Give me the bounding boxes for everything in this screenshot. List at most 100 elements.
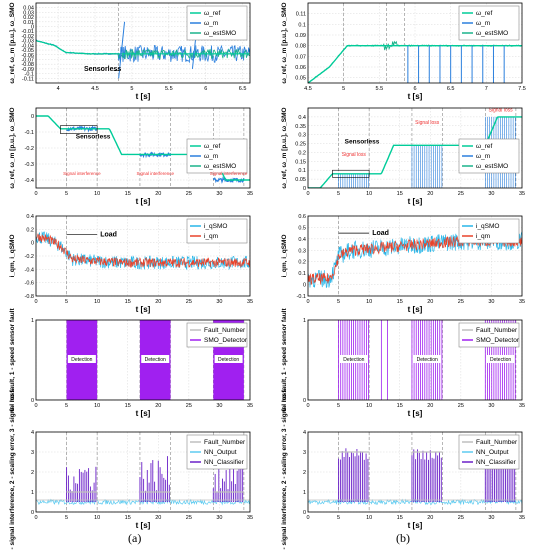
plot-frame bbox=[307, 215, 523, 297]
x-tick-label: 10 bbox=[366, 191, 372, 197]
y-tick-label: 0.5 bbox=[298, 225, 306, 231]
y-tick-label: -0.8 bbox=[25, 294, 34, 300]
y-tick-label: 0.15 bbox=[295, 159, 306, 165]
y-axis-label: 1 - signal interference, 2 - scaling err… bbox=[281, 389, 288, 550]
legend-label: ω_estSMO bbox=[476, 163, 508, 170]
legend-label: ω_m bbox=[204, 20, 218, 27]
x-tick-label: 5 bbox=[65, 515, 68, 521]
plot-frame bbox=[307, 107, 523, 189]
y-tick-label: 0.06 bbox=[295, 65, 306, 71]
y-tick-label: 2 bbox=[303, 470, 306, 476]
x-tick-label: 20 bbox=[427, 515, 433, 521]
y-tick-label: 0.2 bbox=[298, 260, 306, 266]
legend-label: SMO_Detector bbox=[476, 337, 520, 344]
x-tick-label: 35 bbox=[247, 515, 253, 521]
y-axis-label: 0 - no fault, 1 - speed sensor fault bbox=[281, 308, 288, 412]
x-tick-label: 10 bbox=[94, 191, 100, 197]
y-tick-label: 0 bbox=[303, 398, 306, 404]
y-tick-label: -0.2 bbox=[25, 146, 34, 152]
y-tick-label: 0 bbox=[31, 25, 34, 31]
y-tick-label: -0.03 bbox=[21, 39, 34, 45]
x-tick-label: 10 bbox=[94, 403, 100, 409]
x-tick-label: 10 bbox=[94, 299, 100, 305]
x-tick-label: 30 bbox=[216, 403, 222, 409]
annotation-detection: Detection bbox=[71, 357, 92, 363]
y-tick-label: 0.2 bbox=[298, 150, 306, 156]
panel-label-b: (b) bbox=[396, 531, 410, 545]
legend-box bbox=[458, 322, 520, 348]
x-tick-label: 5 bbox=[65, 191, 68, 197]
legend-label: ω_m bbox=[204, 153, 218, 160]
y-tick-label: 0.4 bbox=[298, 237, 306, 243]
y-tick-label: 0.07 bbox=[295, 54, 306, 60]
legend-label: ω_ref bbox=[476, 10, 492, 17]
annotation-bg bbox=[141, 355, 170, 363]
y-axis-label: 0 - no fault, 1 - speed sensor fault bbox=[9, 308, 16, 412]
x-tick-label: 10 bbox=[366, 299, 372, 305]
x-tick-label: 5 bbox=[342, 86, 345, 92]
x-tick-label: 25 bbox=[458, 299, 464, 305]
annotation-sensorless: Sensorless bbox=[84, 66, 121, 73]
y-tick-label: 0.01 bbox=[23, 20, 34, 26]
y-tick-label: -0.4 bbox=[25, 178, 34, 184]
y-tick-label: 0 bbox=[31, 241, 34, 247]
annotation-detection: Detection bbox=[417, 357, 438, 363]
x-tick-label: 30 bbox=[216, 299, 222, 305]
x-tick-label: 5 bbox=[130, 86, 133, 92]
y-tick-label: 0.2 bbox=[26, 227, 34, 233]
chart-a2: 0 5 10 15 20 25 30 35 0 -0.1 -0.2 -0.3 -0.4 t [s] ω_re… bbox=[9, 107, 253, 206]
x-axis-label: t [s] bbox=[408, 92, 423, 101]
disturbance-spike bbox=[118, 21, 126, 79]
x-tick-label: 10 bbox=[366, 403, 372, 409]
legend-label: Fault_Number bbox=[204, 439, 246, 446]
x-tick-label: 4.5 bbox=[91, 86, 99, 92]
x-tick-label: 20 bbox=[155, 191, 161, 197]
x-tick-label: 25 bbox=[458, 515, 464, 521]
annotation-detection: Detection bbox=[490, 357, 511, 363]
annotation-interference: Signal interference bbox=[136, 171, 174, 176]
y-tick-label: -0.1 bbox=[25, 72, 34, 78]
y-tick-label: -0.09 bbox=[21, 67, 34, 73]
x-tick-label: 35 bbox=[519, 515, 525, 521]
x-tick-label: 15 bbox=[397, 403, 403, 409]
x-tick-label: 0 bbox=[306, 191, 309, 197]
x-tick-label: 0 bbox=[34, 299, 37, 305]
x-tick-label: 5 bbox=[337, 403, 340, 409]
y-tick-label: 0.05 bbox=[295, 76, 306, 82]
x-tick-label: 35 bbox=[519, 191, 525, 197]
plot-frame bbox=[307, 2, 523, 84]
y-tick-label: 0 bbox=[303, 283, 306, 289]
x-tick-label: 5 bbox=[337, 299, 340, 305]
x-tick-label: 0 bbox=[306, 515, 309, 521]
annotation-bg bbox=[486, 355, 515, 363]
series-iq-m bbox=[36, 233, 250, 269]
y-axis-label: ω_ref, ω_m [p.u.], ω_SMO bbox=[9, 107, 16, 188]
legend-label: Fault_Number bbox=[204, 327, 246, 334]
y-tick-label: 0.1 bbox=[298, 22, 306, 28]
x-tick-label: 6.5 bbox=[239, 86, 247, 92]
x-tick-label: 35 bbox=[247, 191, 253, 197]
x-tick-label: 0 bbox=[306, 299, 309, 305]
y-tick-label: -0.4 bbox=[25, 267, 34, 273]
plot-frame bbox=[35, 107, 251, 189]
legend-label: Fault_Number bbox=[476, 327, 518, 334]
y-tick-label: 0.04 bbox=[23, 6, 34, 12]
annotation-load: Load bbox=[100, 232, 117, 239]
legend-box bbox=[458, 218, 520, 244]
legend-label: ω_ref bbox=[476, 143, 492, 150]
x-tick-label: 30 bbox=[488, 299, 494, 305]
y-axis-label: i_qm, i_qSMO bbox=[9, 235, 16, 278]
annotation-interference: Signal interference bbox=[210, 171, 248, 176]
annotation-signal-loss: Signal loss bbox=[415, 120, 440, 126]
x-tick-label: 10 bbox=[94, 515, 100, 521]
annotation-detection: Detection bbox=[343, 357, 364, 363]
legend-label: i_qm bbox=[476, 233, 490, 240]
annotation-bg bbox=[214, 355, 243, 363]
annotation-detection: Detection bbox=[218, 357, 239, 363]
x-tick-label: 25 bbox=[458, 403, 464, 409]
x-tick-label: 5 bbox=[65, 403, 68, 409]
x-tick-label: 0 bbox=[34, 191, 37, 197]
y-axis-label: ω_ref, ω_m [p.u.], ω_SMO bbox=[281, 2, 288, 83]
